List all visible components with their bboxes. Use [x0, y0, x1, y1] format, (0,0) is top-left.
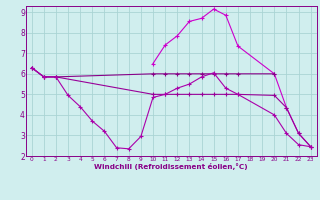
- X-axis label: Windchill (Refroidissement éolien,°C): Windchill (Refroidissement éolien,°C): [94, 163, 248, 170]
